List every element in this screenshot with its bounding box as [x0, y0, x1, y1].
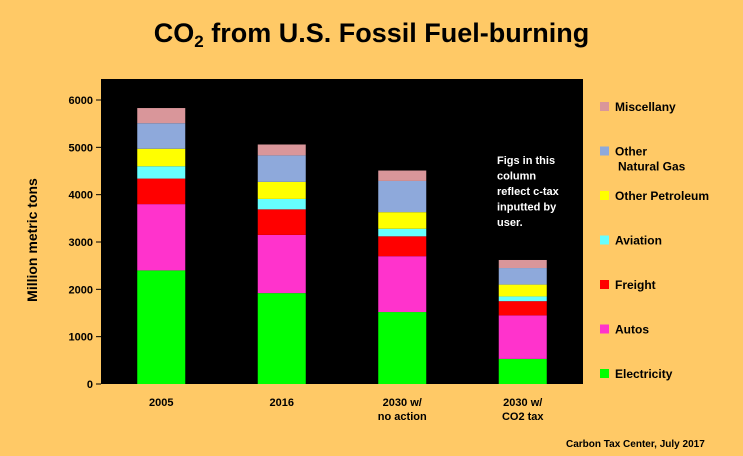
x-category-label: 2030 w/ [383, 397, 422, 409]
legend-swatch [600, 146, 609, 156]
bar-autos [378, 256, 427, 313]
annotation-line: inputted by [497, 202, 557, 214]
title-rest: from U.S. Fossil Fuel-burning [203, 18, 590, 48]
bar-aviation [137, 166, 186, 179]
y-tick-label: 0 [87, 379, 93, 391]
legend-label: Other [615, 145, 647, 159]
bar-other-natural-gas [498, 268, 547, 285]
bar-miscellany [498, 259, 547, 269]
bar-autos [257, 234, 306, 294]
annotation: Figs in this column reflect c-tax inputted … [497, 155, 560, 229]
y-axis-label: Million metric tons [24, 178, 40, 302]
bar-autos [137, 204, 186, 271]
bar-miscellany [257, 144, 306, 156]
legend-swatch [600, 235, 609, 245]
y-tick-label: 3000 [69, 237, 93, 249]
x-category-label: CO2 tax [502, 411, 544, 423]
bar-electricity [137, 270, 186, 384]
bar-other-petroleum [257, 181, 306, 199]
legend-label: Miscellany [615, 100, 676, 114]
bar-miscellany [137, 108, 186, 124]
chart-title: CO2 from U.S. Fossil Fuel-burning [0, 18, 743, 52]
bar-other-natural-gas [257, 155, 306, 182]
bar-electricity [498, 358, 547, 384]
source-credit: Carbon Tax Center, July 2017 [566, 439, 705, 450]
y-tick-label: 4000 [69, 190, 93, 202]
bar-aviation [498, 296, 547, 302]
bar-freight [378, 236, 427, 257]
y-tick-label: 1000 [69, 332, 93, 344]
legend-swatch [600, 191, 609, 200]
bar-electricity [378, 312, 427, 384]
bar-autos [498, 315, 547, 359]
y-axis: 0 1000 2000 3000 4000 5000 6000 [69, 95, 101, 391]
x-axis-categories: 2005 2016 2030 w/no action 2030 w/CO2 tax [149, 397, 544, 423]
legend-label: Autos [615, 323, 649, 337]
bar-other-petroleum [378, 212, 427, 229]
legend-label: Natural Gas [618, 160, 686, 174]
annotation-line: reflect c-tax [497, 186, 560, 198]
bar-electricity [257, 293, 306, 384]
bar-freight [257, 209, 306, 235]
bars-layer [137, 108, 547, 384]
bar-other-natural-gas [378, 180, 427, 213]
x-category-label: no action [378, 411, 427, 423]
legend-label: Electricity [615, 367, 673, 381]
bar-other-petroleum [498, 284, 547, 297]
legend-swatch [600, 324, 609, 334]
y-tick-label: 6000 [69, 95, 93, 107]
bar-aviation [378, 228, 427, 237]
x-category-label: 2005 [149, 397, 173, 409]
y-tick-label: 5000 [69, 142, 93, 154]
legend-swatch [600, 369, 609, 378]
bar-other-natural-gas [137, 123, 186, 149]
x-category-label: 2016 [270, 397, 294, 409]
bar-freight [498, 301, 547, 316]
legend-swatch [600, 102, 609, 111]
bar-aviation [257, 198, 306, 210]
bar-freight [137, 178, 186, 205]
y-tick-label: 2000 [69, 284, 93, 296]
title-main: CO [153, 18, 195, 48]
legend-label: Aviation [615, 234, 662, 248]
title-subscript: 2 [194, 32, 204, 51]
x-category-label: 2030 w/ [503, 397, 542, 409]
annotation-line: column [497, 171, 536, 183]
legend-swatch [600, 280, 609, 289]
legend-label: Freight [615, 278, 656, 292]
bar-other-petroleum [137, 148, 186, 167]
bar-miscellany [378, 170, 427, 181]
legend-label: Other Petroleum [615, 189, 709, 203]
annotation-line: Figs in this [497, 155, 555, 167]
annotation-line: user. [497, 217, 523, 229]
